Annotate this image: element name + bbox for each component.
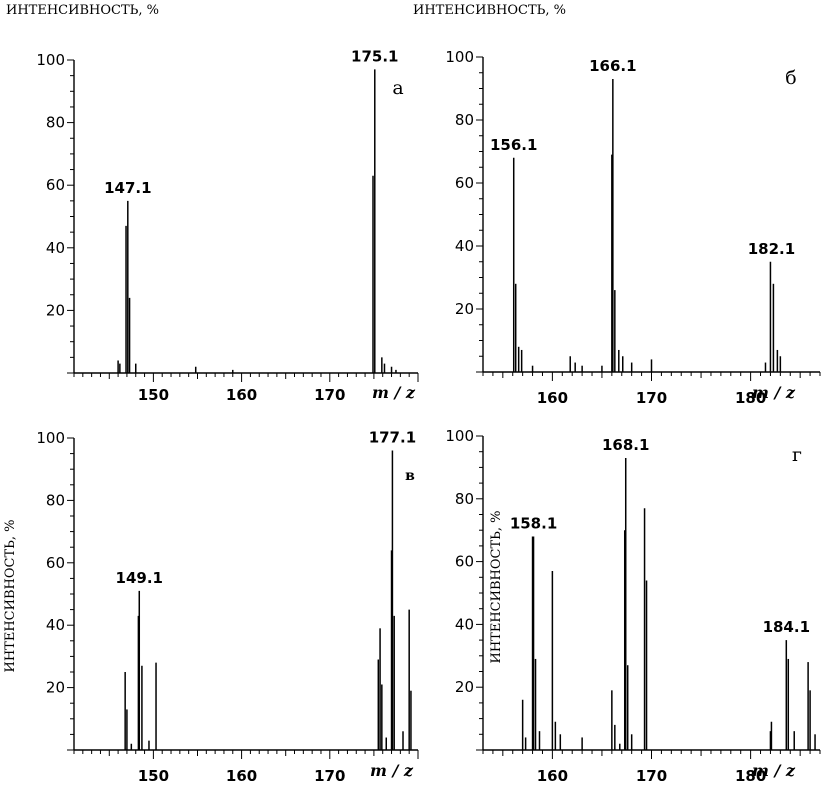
panel-label: в (405, 468, 415, 484)
spectrum-panel-c: 20 40 60 80 100 150 160 170 149.1 177.1 в m / z ИНТЕ… (3, 428, 419, 785)
peak-label: 158.1 (510, 514, 557, 532)
x-tick-label: 160 (537, 389, 568, 407)
peak-label: 149.1 (116, 569, 163, 587)
x-tick-label: 160 (226, 386, 257, 404)
x-tick-label: 170 (314, 767, 345, 785)
peak-label: 175.1 (351, 47, 398, 65)
y-tick-label: 20 (46, 679, 65, 697)
y-axis-title: ИНТЕНСИВНОСТЬ, % (3, 520, 18, 673)
peak-label: 156.1 (490, 136, 537, 154)
y-axis-title: ИНТЕНСИВНОСТЬ, % (489, 511, 504, 664)
x-tick-label: 160 (226, 767, 257, 785)
peak-label: 168.1 (602, 436, 649, 454)
spectrum-panel-d: 20 40 60 80 100 160 170 180 158.1 168.1 184.1 г m / … (445, 427, 821, 785)
y-tick-label: 100 (445, 427, 474, 445)
y-tick-label: 80 (455, 111, 474, 129)
spectrum-panel-a: 20 40 60 80 100 150 160 170 147.1 175.1 а m / z ИНТЕ… (6, 3, 419, 404)
y-axis-title: ИНТЕНСИВНОСТЬ, % (413, 3, 566, 18)
x-tick-label: 150 (138, 767, 169, 785)
peak-label: 177.1 (369, 428, 416, 446)
y-tick-label: 20 (455, 678, 474, 696)
x-tick-label: 170 (314, 386, 345, 404)
x-tick-label: 180 (735, 767, 766, 785)
spectrum-panel-b: 20 40 60 80 100 160 170 180 156.1 166.1 182.1 б m / … (413, 3, 821, 407)
peak-label: 184.1 (763, 618, 810, 636)
y-tick-label: 100 (36, 429, 65, 447)
y-tick-label: 40 (455, 237, 474, 255)
y-tick-label: 80 (46, 114, 65, 132)
y-tick-label: 40 (46, 239, 65, 257)
y-tick-label: 60 (455, 174, 474, 192)
x-tick-label: 160 (537, 767, 568, 785)
y-tick-label: 60 (46, 176, 65, 194)
y-tick-label: 40 (455, 615, 474, 633)
y-tick-label: 40 (46, 616, 65, 634)
y-tick-label: 60 (46, 554, 65, 572)
y-tick-label: 80 (46, 491, 65, 509)
panel-label: г (792, 444, 802, 466)
peak-label: 147.1 (104, 179, 151, 197)
x-axis-title: m / z (752, 761, 796, 780)
x-tick-label: 180 (735, 389, 766, 407)
x-axis-title: m / z (372, 383, 416, 402)
x-axis-title: m / z (752, 383, 796, 402)
peak-label: 166.1 (589, 57, 636, 75)
y-tick-label: 20 (455, 300, 474, 318)
y-tick-label: 100 (36, 51, 65, 69)
peak-label: 182.1 (748, 240, 795, 258)
y-axis-title: ИНТЕНСИВНОСТЬ, % (6, 3, 159, 18)
y-tick-label: 80 (455, 490, 474, 508)
x-tick-label: 170 (636, 767, 667, 785)
x-tick-label: 150 (138, 386, 169, 404)
panel-label: а (392, 77, 403, 99)
y-tick-label: 60 (455, 553, 474, 571)
x-axis-title: m / z (370, 761, 414, 780)
y-tick-label: 20 (46, 301, 65, 319)
panel-label: б (785, 67, 796, 89)
y-tick-label: 100 (445, 48, 474, 66)
x-tick-label: 170 (636, 389, 667, 407)
